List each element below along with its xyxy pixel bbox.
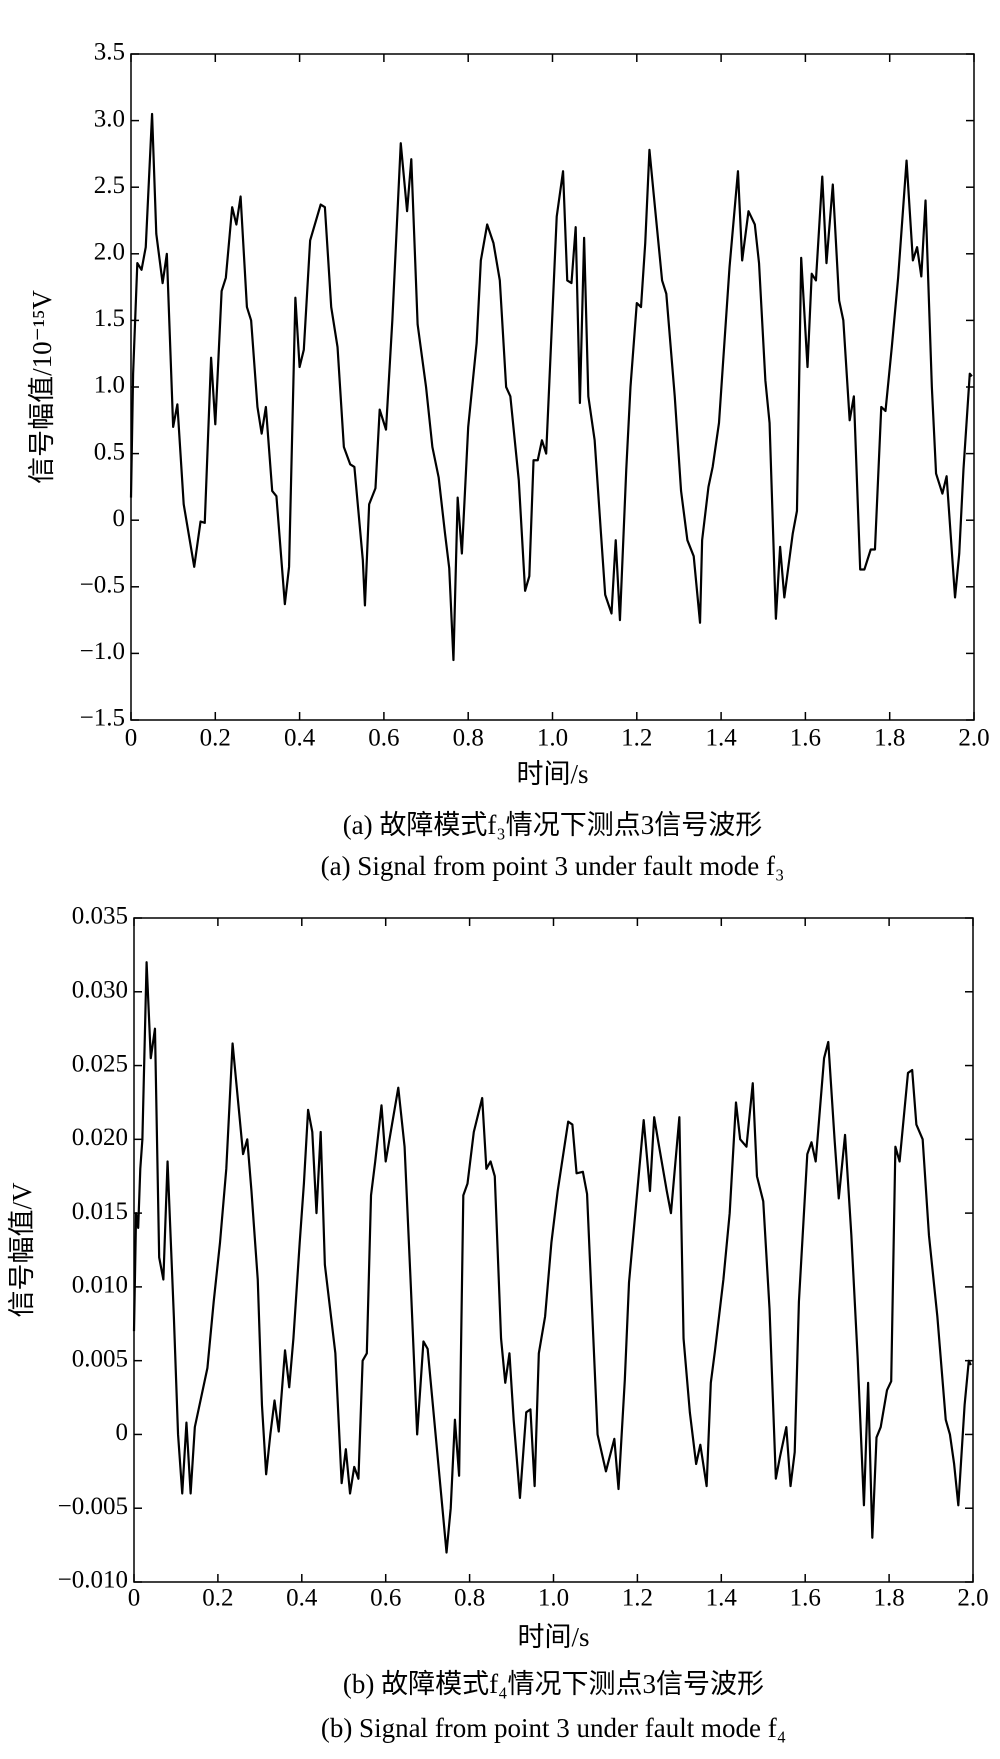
y-tick-label: −1.0	[80, 638, 125, 665]
x-tick-label: 1.0	[537, 725, 568, 752]
caption-en: (a) Signal from point 3 under fault mode…	[321, 851, 785, 881]
x-tick-label: 1.6	[790, 725, 821, 752]
y-tick-label: 0.030	[72, 977, 128, 1004]
caption-en: (b) Signal from point 3 under fault mode…	[321, 1713, 786, 1743]
x-tick-label: 0.4	[284, 725, 316, 752]
x-tick-label: 0.6	[368, 725, 399, 752]
x-tick-label: 1.0	[538, 1585, 569, 1612]
y-tick-label: 0.035	[72, 903, 128, 930]
x-tick-label: 0.6	[370, 1585, 401, 1612]
x-tick-label: 0.4	[286, 1585, 318, 1612]
y-tick-label: 0	[116, 1419, 129, 1446]
x-axis-label: 时间/s	[517, 1622, 589, 1652]
x-tick-label: 0.2	[200, 725, 231, 752]
x-tick-label: 0	[128, 1585, 141, 1612]
y-tick-label: 3.0	[94, 105, 125, 132]
y-tick-label: −1.5	[80, 705, 125, 732]
signal-line	[129, 112, 973, 662]
y-tick-label: 0.010	[72, 1272, 128, 1299]
x-axis-label: 时间/s	[516, 759, 588, 789]
x-tick-label: 1.2	[622, 1585, 653, 1612]
x-tick-label: 0.2	[202, 1585, 233, 1612]
y-tick-label: 2.0	[94, 239, 125, 266]
signal-line	[132, 961, 972, 1554]
caption-cn: (b) 故障模式f₄情况下测点3信号波形	[343, 1669, 764, 1699]
y-tick-label: −0.010	[58, 1567, 128, 1594]
y-tick-label: 0.020	[72, 1124, 128, 1151]
x-tick-label: 0.8	[454, 1585, 485, 1612]
x-tick-label: 1.8	[874, 725, 905, 752]
y-axis-label: 信号幅值/10⁻¹⁵V	[27, 290, 57, 484]
y-tick-label: 1.5	[94, 305, 125, 332]
y-tick-label: −0.5	[80, 572, 125, 599]
x-tick-label: 1.4	[706, 1585, 738, 1612]
y-tick-label: 3.5	[94, 39, 125, 66]
y-tick-label: 0.025	[72, 1050, 128, 1077]
y-tick-label: 1.0	[94, 372, 125, 399]
x-tick-label: 1.2	[621, 725, 652, 752]
y-tick-label: 0	[113, 505, 126, 532]
x-tick-label: 2.0	[958, 725, 989, 752]
y-tick-label: 0.5	[94, 438, 125, 465]
y-tick-label: 0.005	[72, 1345, 128, 1372]
caption-cn: (a) 故障模式f₃情况下测点3信号波形	[343, 810, 763, 840]
y-tick-label: 2.5	[94, 172, 125, 199]
y-tick-label: 0.015	[72, 1198, 128, 1225]
y-axis-label: 信号幅值/V	[7, 1182, 37, 1318]
x-tick-label: 0.8	[453, 725, 484, 752]
y-tick-label: −0.005	[58, 1493, 128, 1520]
x-tick-label: 2.0	[957, 1585, 988, 1612]
x-tick-label: 1.6	[790, 1585, 821, 1612]
x-tick-label: 0	[125, 725, 138, 752]
x-tick-label: 1.4	[705, 725, 737, 752]
plot-frame	[133, 917, 974, 1583]
x-tick-label: 1.8	[873, 1585, 904, 1612]
